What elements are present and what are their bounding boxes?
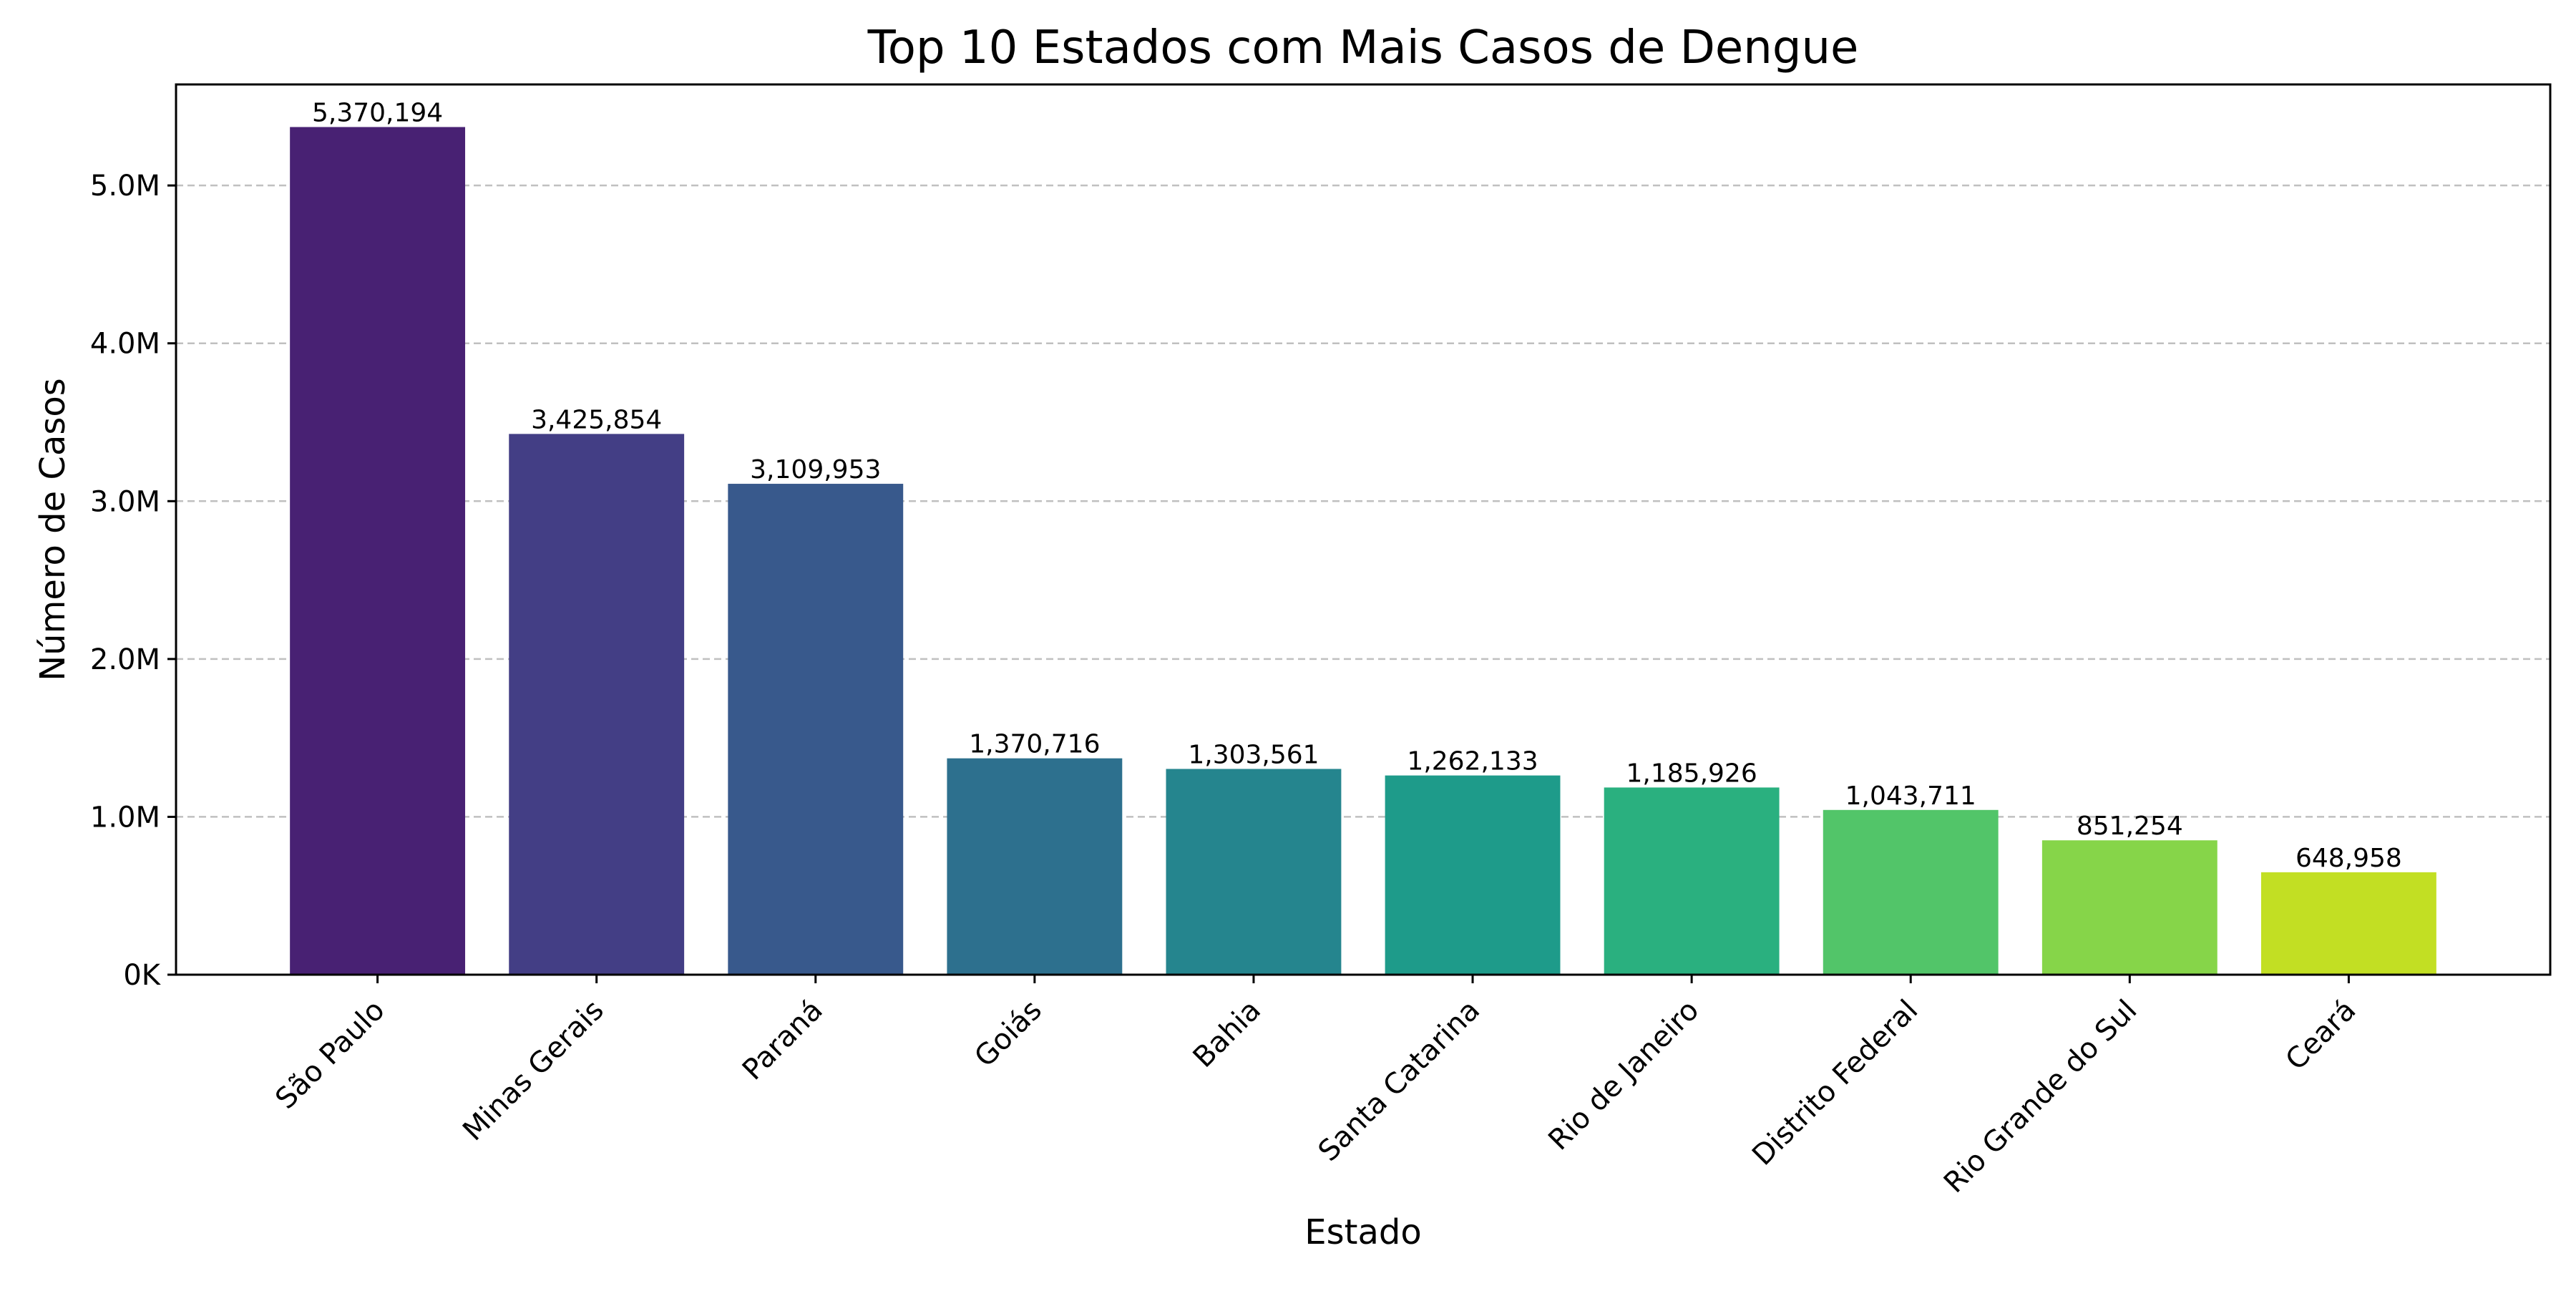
bar-value-label: 3,109,953 xyxy=(750,455,881,484)
bar-value-label: 1,303,561 xyxy=(1188,740,1319,769)
bar-value-label: 851,254 xyxy=(2077,812,2183,841)
value-labels: 5,370,194 3,425,854 3,109,953 1,370,716 1,30… xyxy=(312,99,2402,873)
bar xyxy=(1385,775,1561,975)
x-tick-label: Minas Gerais xyxy=(457,994,610,1148)
x-tick-label: Goiás xyxy=(968,994,1048,1074)
y-tick-label: 1.0M xyxy=(90,801,160,834)
x-tick-label: Paraná xyxy=(736,994,829,1087)
bar xyxy=(509,434,685,975)
x-tick-label: Bahia xyxy=(1187,994,1267,1074)
y-axis-label: Número de Casos xyxy=(33,378,73,681)
x-tick-label: Distrito Federal xyxy=(1746,994,1924,1172)
bar-value-label: 3,425,854 xyxy=(531,405,662,434)
y-axis: 0K 1.0M 2.0M 3.0M 4.0M 5.0M xyxy=(90,170,176,992)
bar xyxy=(290,127,466,975)
x-tick-label: São Paulo xyxy=(269,994,391,1116)
y-tick-label: 4.0M xyxy=(90,328,160,361)
bar xyxy=(728,484,904,975)
bar xyxy=(1604,787,1780,975)
bar xyxy=(947,758,1123,975)
bar xyxy=(2041,840,2218,975)
y-tick-label: 3.0M xyxy=(90,485,160,518)
x-tick-label: Rio de Janeiro xyxy=(1542,994,1705,1157)
bar-value-label: 1,185,926 xyxy=(1626,759,1757,788)
bar-value-label: 5,370,194 xyxy=(312,99,443,128)
bar xyxy=(2260,872,2436,975)
bar-value-label: 1,262,133 xyxy=(1407,747,1538,776)
y-tick-label: 0K xyxy=(123,959,161,992)
bar-value-label: 1,043,711 xyxy=(1845,781,1976,811)
x-axis: São Paulo Minas Gerais Paraná Goiás Bahia San… xyxy=(269,975,2362,1199)
x-tick-label: Rio Grande do Sul xyxy=(1938,994,2143,1199)
x-tick-label: Santa Catarina xyxy=(1312,994,1486,1168)
chart-title: Top 10 Estados com Mais Casos de Dengue xyxy=(867,21,1859,74)
bar-value-label: 1,370,716 xyxy=(969,730,1100,759)
bar-value-label: 648,958 xyxy=(2296,844,2402,873)
y-tick-label: 2.0M xyxy=(90,643,160,676)
plot-frame xyxy=(175,83,2552,976)
bars xyxy=(290,127,2436,975)
bar xyxy=(1823,809,1999,975)
x-axis-label: Estado xyxy=(1304,1212,1421,1252)
x-tick-label: Ceará xyxy=(2279,994,2362,1077)
y-tick-label: 5.0M xyxy=(90,170,160,203)
bar xyxy=(1166,769,1342,975)
